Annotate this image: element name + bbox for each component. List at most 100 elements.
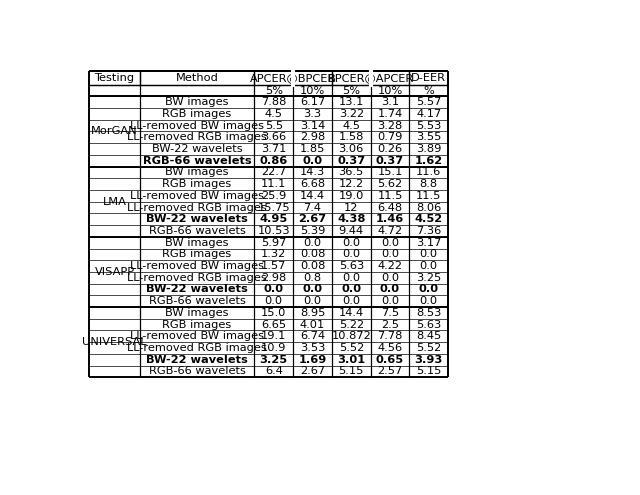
Text: 0.0: 0.0 — [420, 249, 438, 259]
Text: BW images: BW images — [165, 97, 228, 107]
Text: RGB-66 wavelets: RGB-66 wavelets — [148, 366, 246, 376]
Text: LL-removed BW images: LL-removed BW images — [130, 331, 264, 341]
Text: 0.0: 0.0 — [381, 273, 399, 283]
Text: 10%: 10% — [300, 86, 325, 96]
Text: LL-removed RGB images: LL-removed RGB images — [127, 343, 267, 353]
Text: 5.5: 5.5 — [265, 121, 283, 131]
Text: APCER@BPCER: APCER@BPCER — [250, 73, 336, 83]
Text: 3.1: 3.1 — [381, 97, 399, 107]
Text: 8.53: 8.53 — [416, 308, 442, 318]
Text: 6.4: 6.4 — [265, 366, 283, 376]
Text: 0.08: 0.08 — [300, 249, 325, 259]
Text: 3.53: 3.53 — [300, 343, 325, 353]
Text: BW-22 wavelets: BW-22 wavelets — [146, 355, 248, 365]
Text: 1.46: 1.46 — [376, 214, 404, 224]
Text: 5%: 5% — [265, 86, 283, 96]
Text: RGB images: RGB images — [163, 179, 232, 189]
Text: VISAPP: VISAPP — [95, 267, 134, 277]
Text: BW images: BW images — [165, 167, 228, 177]
Text: 15.75: 15.75 — [257, 202, 290, 212]
Text: 0.79: 0.79 — [378, 132, 403, 143]
Text: 0.0: 0.0 — [342, 249, 360, 259]
Text: 5.52: 5.52 — [416, 343, 442, 353]
Text: UNIVERSAL: UNIVERSAL — [82, 337, 147, 347]
Text: 3.14: 3.14 — [300, 121, 325, 131]
Text: 3.55: 3.55 — [416, 132, 442, 143]
Text: 10.9: 10.9 — [261, 343, 287, 353]
Text: 4.22: 4.22 — [378, 261, 403, 271]
Text: LMA: LMA — [102, 197, 127, 207]
Text: 1.85: 1.85 — [300, 144, 325, 154]
Text: 25.9: 25.9 — [261, 191, 286, 201]
Text: 0.8: 0.8 — [303, 273, 321, 283]
Text: 0.0: 0.0 — [381, 296, 399, 306]
Text: 14.3: 14.3 — [300, 167, 325, 177]
Text: 6.48: 6.48 — [378, 202, 403, 212]
Text: 0.0: 0.0 — [303, 238, 321, 248]
Text: %: % — [424, 86, 434, 96]
Text: 5.22: 5.22 — [339, 320, 364, 330]
Text: 4.17: 4.17 — [416, 109, 442, 119]
Text: 8.45: 8.45 — [416, 331, 442, 341]
Text: BW images: BW images — [165, 308, 228, 318]
Text: LL-removed BW images: LL-removed BW images — [130, 191, 264, 201]
Text: 0.0: 0.0 — [342, 238, 360, 248]
Text: 0.0: 0.0 — [381, 249, 399, 259]
Text: 13.1: 13.1 — [339, 97, 364, 107]
Text: 11.5: 11.5 — [378, 191, 403, 201]
Text: BPCER@APCER: BPCER@APCER — [328, 73, 413, 83]
Text: 0.0: 0.0 — [381, 238, 399, 248]
Text: LL-removed RGB images: LL-removed RGB images — [127, 132, 267, 143]
Text: Method: Method — [175, 73, 218, 83]
Text: 0.0: 0.0 — [380, 285, 400, 295]
Text: 0.37: 0.37 — [337, 156, 365, 166]
Text: 14.4: 14.4 — [339, 308, 364, 318]
Text: 1.32: 1.32 — [261, 249, 286, 259]
Text: 8.06: 8.06 — [416, 202, 442, 212]
Text: RGB images: RGB images — [163, 320, 232, 330]
Text: 3.25: 3.25 — [416, 273, 442, 283]
Text: MorGAN: MorGAN — [91, 126, 138, 137]
Text: 0.0: 0.0 — [303, 156, 323, 166]
Text: 7.4: 7.4 — [303, 202, 321, 212]
Text: 8.95: 8.95 — [300, 308, 325, 318]
Text: 6.17: 6.17 — [300, 97, 325, 107]
Text: 14.4: 14.4 — [300, 191, 325, 201]
Text: 0.26: 0.26 — [378, 144, 403, 154]
Text: 7.88: 7.88 — [261, 97, 287, 107]
Text: 36.5: 36.5 — [339, 167, 364, 177]
Text: 1.58: 1.58 — [339, 132, 364, 143]
Text: 10%: 10% — [378, 86, 403, 96]
Text: 3.66: 3.66 — [261, 132, 286, 143]
Text: 4.5: 4.5 — [265, 109, 283, 119]
Text: 6.65: 6.65 — [261, 320, 286, 330]
Text: 5.57: 5.57 — [416, 97, 442, 107]
Text: 0.0: 0.0 — [265, 296, 283, 306]
Text: 15.0: 15.0 — [261, 308, 287, 318]
Text: 10.872: 10.872 — [332, 331, 371, 341]
Text: 0.86: 0.86 — [260, 156, 288, 166]
Text: 4.95: 4.95 — [260, 214, 288, 224]
Text: 0.08: 0.08 — [300, 261, 325, 271]
Text: 22.7: 22.7 — [261, 167, 286, 177]
Text: 0.0: 0.0 — [342, 296, 360, 306]
Text: 5.39: 5.39 — [300, 226, 325, 236]
Text: 19.1: 19.1 — [261, 331, 287, 341]
Text: BW-22 wavelets: BW-22 wavelets — [146, 214, 248, 224]
Text: 7.36: 7.36 — [416, 226, 442, 236]
Text: RGB-66 wavelets: RGB-66 wavelets — [143, 156, 252, 166]
Text: 1.69: 1.69 — [298, 355, 326, 365]
Text: 15.1: 15.1 — [378, 167, 403, 177]
Text: 2.67: 2.67 — [300, 366, 325, 376]
Text: 4.38: 4.38 — [337, 214, 365, 224]
Text: 2.5: 2.5 — [381, 320, 399, 330]
Text: 0.0: 0.0 — [264, 285, 284, 295]
Text: RGB-66 wavelets: RGB-66 wavelets — [148, 296, 246, 306]
Text: 4.72: 4.72 — [378, 226, 403, 236]
Text: 3.71: 3.71 — [261, 144, 287, 154]
Text: 5.52: 5.52 — [339, 343, 364, 353]
Text: 4.52: 4.52 — [415, 214, 443, 224]
Text: 5.63: 5.63 — [416, 320, 442, 330]
Text: 1.74: 1.74 — [378, 109, 403, 119]
Text: 11.1: 11.1 — [261, 179, 287, 189]
